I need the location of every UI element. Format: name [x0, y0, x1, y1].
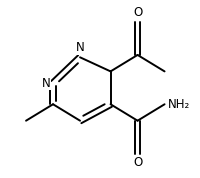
Text: N: N — [76, 41, 84, 54]
Text: O: O — [133, 6, 142, 19]
Text: N: N — [41, 77, 50, 90]
Text: NH₂: NH₂ — [167, 98, 190, 111]
Text: O: O — [133, 156, 142, 169]
